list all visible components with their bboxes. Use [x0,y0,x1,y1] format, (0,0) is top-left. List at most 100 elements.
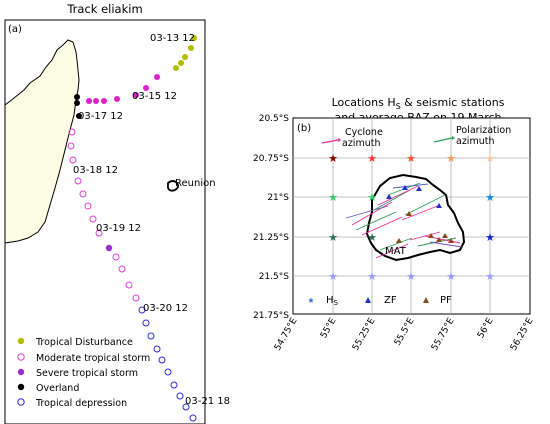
y-tick-label: 20.5°S [259,114,290,124]
hs-star-marker: ★ [446,152,456,165]
hs-star-marker: ★ [485,231,495,244]
y-tick-label: 21.5°S [259,272,290,282]
date-label: 03-13 12 [150,33,195,44]
track-point-disturbance [178,60,184,66]
x-tick-label: 56.25°E [509,316,536,352]
legend-marker-severe [17,368,25,376]
reunion-label: Reunion [175,178,216,189]
hs-star-marker: ★ [406,270,416,283]
cyclone-azimuth-arrow [401,204,441,221]
track-point-storm [154,74,160,80]
track-point-storm [143,85,149,91]
hs-star-marker: ★ [328,191,338,204]
track-point-moderate [112,253,120,261]
hs-star-marker: ★ [485,191,495,204]
track-point-depression [182,403,190,411]
date-label: 03-17 12 [78,111,123,122]
hs-star-marker: ★ [367,231,377,244]
date-label: 03-19 12 [96,223,141,234]
track-point-moderate [132,294,140,302]
track-point-moderate [125,281,133,289]
pf-station-marker [442,233,448,238]
cyclone-azimuth-arrow [351,201,393,226]
polarization-azimuth-arrow [379,237,413,251]
x-tick-label: 55.25°E [351,316,378,352]
hs-star-marker: ★ [367,270,377,283]
x-tick-label: 55.5°E [393,316,417,347]
polarization-azimuth-label: Polarization [456,125,511,136]
cyclone-azimuth-label: Cyclone [345,127,383,138]
track-point-depression [170,381,178,389]
hs-star-marker: ★ [367,191,377,204]
track-point-disturbance [173,65,179,71]
y-tick-label: 21.75°S [253,311,289,321]
cyclone-azimuth-arrow [361,216,403,236]
arrow-head-icon [338,138,341,142]
track-point-storm [133,92,139,98]
azimuth-arrow [345,205,389,219]
hs-legend-star-icon: ★ [307,296,314,305]
date-label: 03-18 12 [73,165,118,176]
track-point-depression [138,306,146,314]
azimuth-arrow [392,183,429,189]
legend-marker-moderate [17,353,25,361]
track-point-depression [147,332,155,340]
legend-marker-depression [17,398,25,406]
pf-legend-label: PF [440,295,452,306]
track-point-storm [101,98,107,104]
hs-star-marker: ★ [328,152,338,165]
right-panel-title-line1: Locations HS & seismic stations [332,96,505,111]
zf-station-marker [402,185,408,190]
reunion-island-outline [167,180,180,192]
polarization-arrow-legend-line [433,137,453,143]
track-point-depression [142,319,150,327]
track-point-severe [105,244,113,252]
polarization-azimuth-arrow [355,211,397,231]
legend-label: Tropical depression [35,398,127,409]
track-point-moderate [95,229,103,237]
hs-star-marker: ★ [328,231,338,244]
date-label: 03-15 12 [132,91,177,102]
track-point-moderate [74,177,82,185]
track-point-disturbance [191,35,197,41]
pf-legend-triangle-icon [423,297,429,303]
hs-star-marker: ★ [485,152,495,165]
cyclone-azimuth-arrow [377,185,419,206]
marker-legend: ★ HS ZF PF [307,295,452,307]
pf-station-marker [436,237,442,242]
date-label: 03-21 18 [185,396,230,407]
track-point-depression [153,345,161,353]
legend-label: Moderate tropical storm [36,353,150,364]
arrow-head-icon [452,136,455,140]
cyclone-azimuth-label: azimuth [342,138,380,149]
track-point-moderate [67,142,75,150]
polarization-azimuth-arrow [373,189,411,211]
zf-station-marker [386,194,392,199]
track-point-disturbance [188,45,194,51]
legend-label: Overland [36,383,79,394]
panel-label-b: (b) [297,123,311,134]
cyclone-arrow-legend-line [321,139,339,144]
station-label-mat: MAT [385,246,407,257]
y-tick-label: 20.75°S [253,154,289,164]
track-point-storm [114,96,120,102]
track-point-depression [176,392,184,400]
arrow-legend: Cyclone azimuth Polarization azimuth [321,125,511,149]
left-panel-title: Track eliakim [66,2,142,16]
track-point-disturbance [182,54,188,60]
azimuth-arrows [345,182,463,259]
x-tick-label: 55.75°E [430,316,457,352]
y-tick-label: 21°S [267,193,289,203]
left-panel: Track eliakim Reunion [4,2,230,424]
track-point-overland [74,94,80,100]
legend-label: Tropical Disturbance [35,337,133,348]
legend-marker-overland [17,383,25,391]
hs-star-grid: ★ ★ ★ ★ ★ ★ ★ ★ ★ ★ ★ ★ ★ ★ ★ ★ [328,152,495,283]
track-point-moderate [69,156,77,164]
zf-station-marker [416,186,422,191]
track-point-moderate [68,128,76,136]
hs-star-marker: ★ [406,152,416,165]
polarization-azimuth-label: azimuth [456,136,494,147]
track-point-overland [74,100,80,106]
x-tick-label: 56°E [476,316,496,340]
